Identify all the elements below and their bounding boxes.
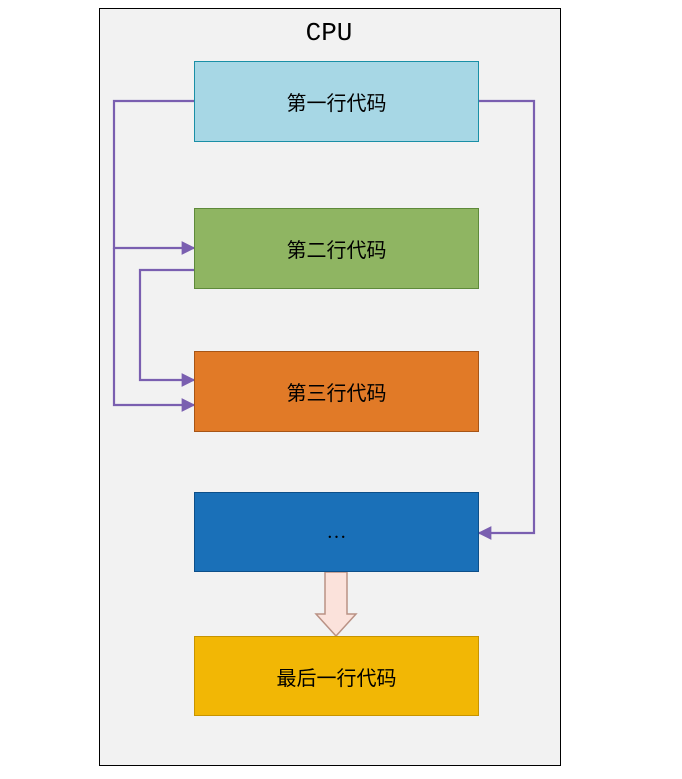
node-n1: 第一行代码 (194, 61, 479, 142)
diagram-canvas: CPU 第一行代码第二行代码第三行代码 … 最后一行代码 (0, 0, 682, 779)
node-n3: 第三行代码 (194, 351, 479, 432)
node-n2: 第二行代码 (194, 208, 479, 289)
node-label: 第二行代码 (287, 234, 387, 263)
node-label: … (327, 521, 347, 544)
node-label: 第三行代码 (287, 377, 387, 406)
node-n5: 最后一行代码 (194, 636, 479, 716)
node-n4: … (194, 492, 479, 572)
diagram-title: CPU (99, 18, 559, 48)
node-label: 第一行代码 (287, 87, 387, 116)
node-label: 最后一行代码 (277, 662, 397, 691)
